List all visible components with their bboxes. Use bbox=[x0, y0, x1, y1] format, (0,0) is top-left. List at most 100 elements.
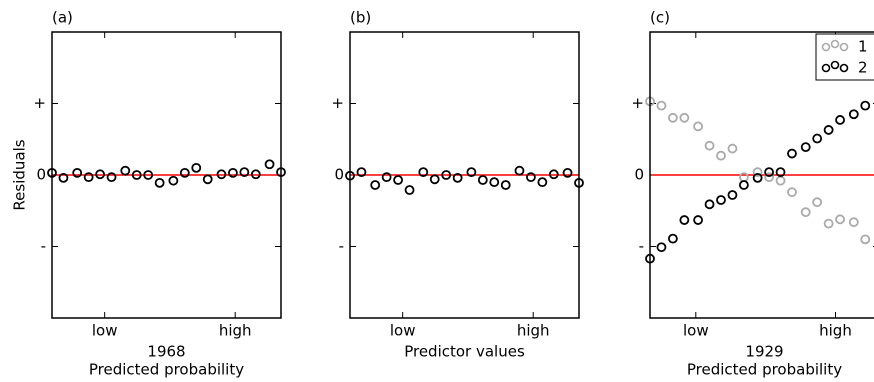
point bbox=[264, 159, 275, 170]
y-tick-label: - bbox=[41, 237, 46, 255]
point bbox=[656, 242, 667, 253]
panel-title: (b) bbox=[350, 9, 371, 27]
point bbox=[716, 150, 726, 161]
legend-marker bbox=[821, 63, 831, 73]
x-axis-sublabel: 1929 bbox=[745, 343, 783, 361]
x-axis-label: Predicted probability bbox=[687, 361, 842, 379]
point bbox=[800, 207, 811, 218]
point bbox=[228, 167, 238, 178]
legend-marker bbox=[839, 63, 849, 73]
point bbox=[848, 109, 859, 120]
point bbox=[823, 125, 834, 135]
point bbox=[727, 143, 738, 154]
point bbox=[716, 195, 726, 205]
y-tick-label: + bbox=[631, 94, 644, 112]
point bbox=[429, 174, 440, 185]
point bbox=[83, 172, 94, 183]
point bbox=[775, 167, 786, 178]
point bbox=[787, 148, 797, 159]
point bbox=[764, 167, 774, 178]
x-tick-label: low bbox=[683, 322, 709, 340]
x-axis-label: Predicted probability bbox=[89, 361, 244, 379]
point bbox=[860, 100, 871, 111]
point bbox=[704, 199, 715, 210]
point bbox=[752, 172, 763, 183]
legend-marker bbox=[830, 60, 840, 70]
point bbox=[752, 167, 763, 178]
axes-frame bbox=[51, 31, 282, 319]
point bbox=[500, 180, 511, 190]
point bbox=[418, 167, 429, 178]
point bbox=[860, 234, 871, 245]
y-tick-label: 0 bbox=[634, 166, 644, 184]
point bbox=[835, 214, 845, 225]
point bbox=[168, 175, 179, 186]
point bbox=[441, 170, 452, 180]
point bbox=[356, 167, 367, 178]
point bbox=[216, 169, 227, 180]
point bbox=[72, 167, 83, 178]
point bbox=[120, 165, 131, 176]
point bbox=[812, 197, 823, 208]
point bbox=[679, 215, 690, 225]
point bbox=[800, 142, 811, 153]
legend-marker bbox=[821, 42, 831, 52]
x-tick-label: high bbox=[219, 322, 252, 340]
axes-frame bbox=[349, 31, 580, 319]
point bbox=[679, 112, 690, 123]
point bbox=[393, 175, 403, 185]
point bbox=[58, 172, 69, 183]
point bbox=[656, 100, 667, 111]
point bbox=[452, 172, 463, 183]
y-tick-label: - bbox=[639, 237, 644, 255]
panel-title: (c) bbox=[650, 9, 670, 27]
legend-marker bbox=[830, 39, 840, 49]
x-tick-label: low bbox=[92, 322, 118, 340]
y-tick-label: - bbox=[339, 237, 344, 255]
point bbox=[250, 169, 261, 180]
point bbox=[848, 217, 859, 228]
y-tick-label: + bbox=[33, 94, 46, 112]
point bbox=[668, 112, 678, 123]
point bbox=[823, 218, 834, 229]
y-axis-label: Residuals bbox=[11, 139, 29, 210]
point bbox=[404, 185, 415, 195]
point bbox=[738, 180, 749, 190]
point bbox=[381, 172, 392, 183]
axes-frame bbox=[649, 31, 874, 319]
point bbox=[477, 175, 488, 185]
legend-label: 2 bbox=[858, 59, 868, 77]
point bbox=[537, 177, 548, 188]
point bbox=[131, 170, 142, 180]
legend-marker bbox=[839, 42, 849, 52]
point bbox=[693, 121, 703, 132]
legend-frame bbox=[815, 33, 874, 81]
y-tick-label: 0 bbox=[334, 166, 344, 184]
point bbox=[693, 215, 703, 225]
point bbox=[239, 167, 250, 178]
point bbox=[202, 174, 213, 185]
point bbox=[143, 170, 154, 180]
x-tick-label: high bbox=[517, 322, 550, 340]
point bbox=[370, 180, 381, 190]
point bbox=[812, 133, 823, 144]
legend: 12 bbox=[815, 33, 874, 81]
point bbox=[514, 165, 525, 176]
point bbox=[835, 115, 845, 125]
point bbox=[191, 162, 202, 173]
x-tick-label: low bbox=[390, 322, 416, 340]
point bbox=[106, 172, 117, 183]
x-axis-label: Predictor values bbox=[404, 343, 525, 361]
point bbox=[668, 233, 678, 244]
panel: (b) +0 - low high Predictor values bbox=[331, 9, 584, 361]
panel-title: (a) bbox=[52, 9, 73, 27]
y-tick-label: 0 bbox=[36, 166, 46, 184]
x-tick-label: high bbox=[819, 322, 852, 340]
x-axis-sublabel: 1968 bbox=[147, 343, 185, 361]
legend-label: 1 bbox=[858, 38, 868, 56]
point bbox=[466, 167, 477, 178]
point bbox=[154, 177, 165, 188]
